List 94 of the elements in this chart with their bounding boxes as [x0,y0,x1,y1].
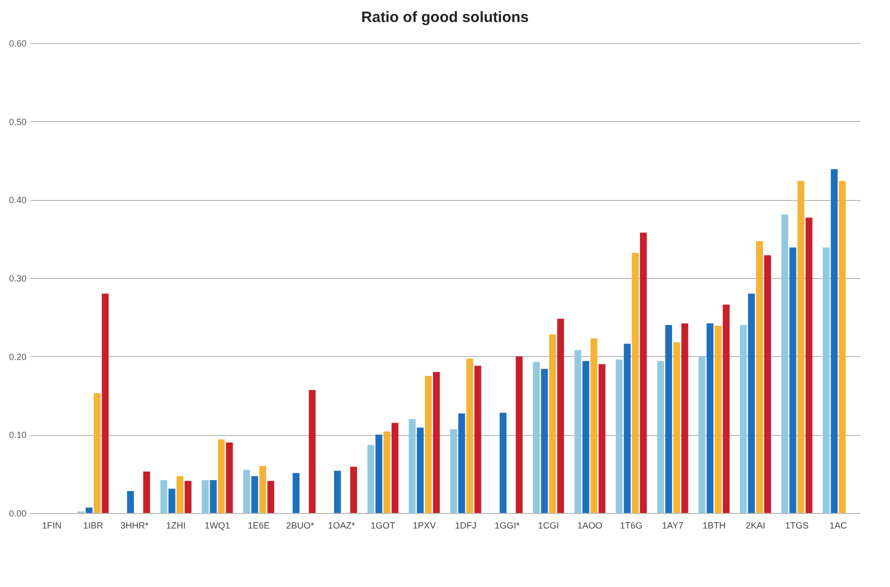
y-tick-label: 0.40 [8,195,26,206]
bar [176,476,184,513]
bar [714,326,722,513]
bar [450,429,458,513]
bar [127,491,134,513]
bar [350,466,358,513]
bar [598,364,606,513]
bar [392,422,398,513]
bar [624,344,631,513]
bar [722,304,730,513]
bar [640,232,647,513]
bar [557,318,564,513]
bar [789,247,796,513]
bar [616,359,623,513]
bar [541,368,548,513]
bar [657,361,664,513]
x-tick-label: 1DFJ [454,520,476,530]
bar [160,480,168,513]
bar [632,252,639,513]
chart-title: Ratio of good solutions [361,9,529,26]
bar [532,362,540,513]
x-tick-label: 1AOO [577,520,602,530]
bar [756,241,763,513]
bar [226,442,233,513]
bar [243,470,250,513]
bar [458,414,466,513]
bar [184,480,192,513]
x-tick-label: 2KAI [746,520,766,530]
x-tick-label: 1GOT [370,520,396,530]
bar [292,473,300,513]
bar [574,350,582,513]
bar [367,444,374,513]
x-tick-label: 1PXV [412,520,436,530]
bar [210,480,217,513]
bar [673,342,680,513]
bar [168,488,176,513]
x-tick-label: 1AY7 [662,520,684,530]
bar [202,480,209,513]
bar [416,428,424,513]
x-tick-label: 1E6E [248,520,270,530]
x-tick-label: 1OAZ* [328,520,356,530]
bar [259,466,266,513]
bar [582,361,590,513]
bar [308,390,316,513]
bar [838,180,846,513]
bar [474,366,482,513]
bar [706,323,714,513]
bar [86,508,93,513]
bar [424,376,432,513]
y-tick-label: 0.00 [8,508,26,518]
x-tick-label: 1CGI [538,520,559,530]
x-tick-label: 2BUO* [286,520,315,530]
y-tick-label: 0.10 [8,430,26,440]
bar [516,356,523,513]
y-tick-label: 0.50 [8,116,26,127]
bar [94,393,101,513]
bar [432,372,440,513]
x-tick-label: 1BTH [702,520,726,530]
bar [781,214,788,513]
bar [466,358,474,513]
bar [590,338,598,513]
x-tick-label: 1ZHI [166,520,186,530]
x-tick-label: 1TGS [785,520,809,530]
bar [830,169,838,513]
bar [764,255,771,513]
x-tick-label: 1FIN [42,520,62,530]
x-tick-label: 3HHR* [120,520,150,530]
bar [102,294,109,513]
bar [822,247,830,513]
bar [681,323,688,513]
bar [698,356,706,513]
bar [384,432,390,513]
bar [375,434,382,513]
bar [740,325,747,513]
x-tick-label: 1GGI* [494,520,520,530]
bar [408,419,416,513]
x-tick-label: 1IBR [83,520,104,530]
bar [218,439,225,513]
bar [267,480,274,513]
bar [748,294,755,513]
bar [500,412,506,513]
bar [797,180,804,513]
bar [334,470,341,513]
y-tick-label: 0.30 [8,274,26,284]
bar [549,334,556,513]
bar [665,325,672,513]
bar [806,218,812,513]
y-tick-label: 0.60 [8,38,26,48]
bar [143,471,150,513]
x-tick-label: 1AC [830,520,848,530]
bar [251,476,258,513]
y-tick-label: 0.20 [8,352,26,362]
x-tick-label: 1WQ1 [204,520,230,530]
x-tick-label: 1T6G [620,520,643,530]
